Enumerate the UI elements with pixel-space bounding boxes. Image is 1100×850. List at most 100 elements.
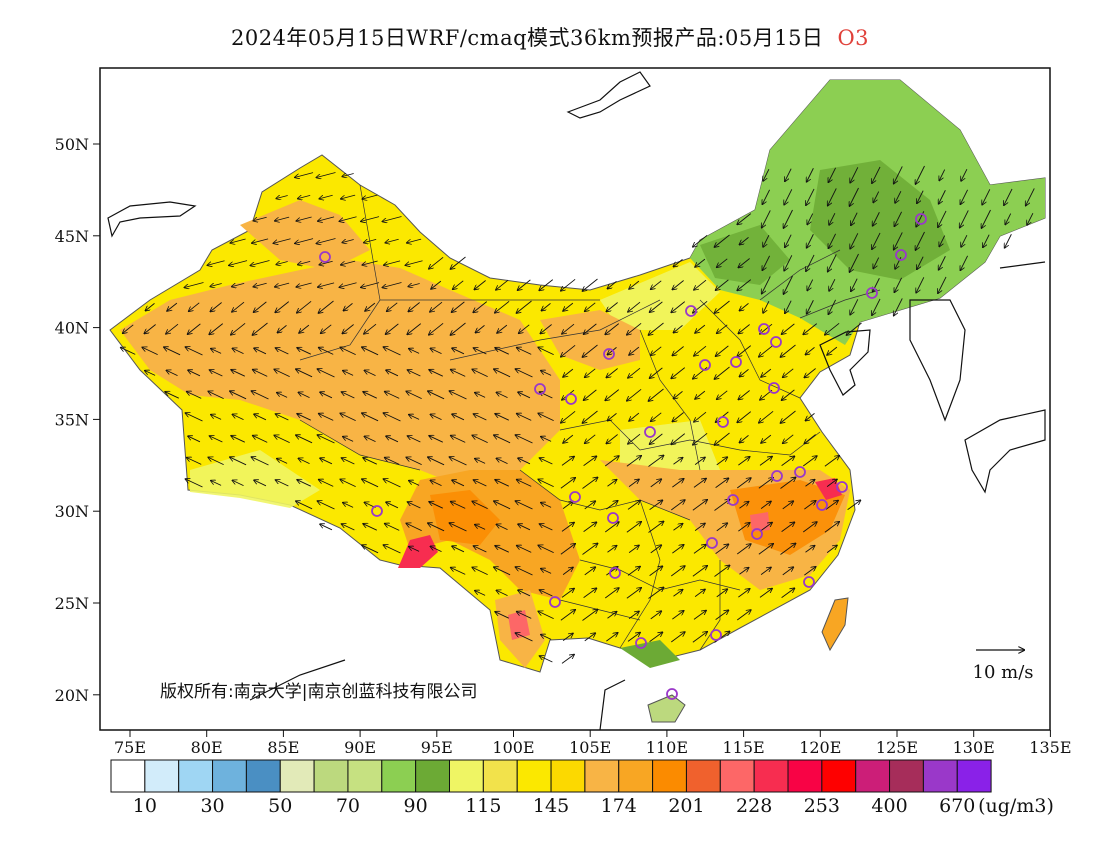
lon-tick-label: 130E xyxy=(953,738,995,757)
wind-vector xyxy=(672,412,684,422)
wind-vector xyxy=(738,390,750,400)
wind-vector xyxy=(782,567,794,576)
wind-vector xyxy=(851,212,858,226)
wind-vector xyxy=(648,522,664,533)
colorbar-swatch xyxy=(821,759,857,793)
station-marker xyxy=(685,305,697,317)
station-marker xyxy=(771,470,783,482)
wind-vector xyxy=(628,545,639,553)
wind-vector xyxy=(563,434,574,443)
wind-vector xyxy=(650,433,663,444)
wind-vector xyxy=(673,524,683,531)
station-marker xyxy=(751,528,763,540)
wind-vector xyxy=(295,238,314,244)
colorbar-swatch xyxy=(178,759,214,793)
wind-vector xyxy=(825,501,838,510)
wind-vector xyxy=(540,656,553,663)
colorbar-swatch xyxy=(245,759,281,793)
wind-vector xyxy=(231,436,245,443)
colorbar-swatch xyxy=(212,759,247,793)
wind-vector xyxy=(784,189,793,204)
wind-vector xyxy=(472,369,488,378)
wind-vector xyxy=(474,280,486,290)
wind-vector xyxy=(364,436,376,443)
wind-vector xyxy=(296,369,313,378)
wind-vector xyxy=(694,457,705,465)
red-patch xyxy=(398,535,438,568)
wind-vector xyxy=(693,479,706,488)
lon-tick-label: 110E xyxy=(646,738,688,757)
wind-vector xyxy=(474,480,487,487)
taiwan-island xyxy=(821,597,849,652)
wind-vector xyxy=(694,589,705,597)
wind-vector xyxy=(828,233,837,248)
wind-vector xyxy=(627,567,640,576)
wind-vector xyxy=(496,590,508,597)
wind-vector xyxy=(960,210,969,227)
colorbar-swatch xyxy=(144,759,180,793)
wind-vector xyxy=(253,216,267,221)
wind-vector xyxy=(273,238,291,244)
wind-vector xyxy=(384,347,401,356)
wind-vector xyxy=(409,547,420,552)
wind-vector xyxy=(188,436,201,443)
wind-vector xyxy=(362,479,379,488)
wind-vector xyxy=(362,347,379,356)
wind-vector xyxy=(873,257,880,269)
wind-vector xyxy=(277,459,288,464)
wind-vector xyxy=(716,279,729,290)
wind-vector xyxy=(826,545,837,553)
wind-vector xyxy=(211,415,222,420)
wind-vector xyxy=(785,234,792,248)
station-marker xyxy=(758,323,770,335)
colorbar-unit: (ug/m3) xyxy=(978,795,1054,817)
wind-vector xyxy=(694,411,707,422)
wind-vector xyxy=(606,434,618,444)
wind-vector xyxy=(497,324,508,333)
wind-vector xyxy=(428,457,445,466)
wind-vector xyxy=(802,456,817,467)
wind-vector xyxy=(693,432,708,444)
wind-vector xyxy=(538,347,554,356)
wind-vector xyxy=(541,635,552,640)
wind-vector xyxy=(674,259,683,266)
colorbar-label: 228 xyxy=(736,795,772,817)
wind-vector xyxy=(714,500,730,511)
wind-vector xyxy=(472,567,488,576)
colorbar-label: 174 xyxy=(601,795,637,817)
wind-field xyxy=(121,165,1035,664)
wind-vector xyxy=(939,169,946,181)
wind-vector xyxy=(276,480,289,487)
dark-green-patch xyxy=(620,640,680,668)
colorbar-swatch xyxy=(584,759,620,793)
wind-vector xyxy=(758,544,773,555)
wind-vector xyxy=(516,633,533,642)
wind-vector xyxy=(450,391,467,400)
wind-vector xyxy=(517,414,532,421)
wind-vector xyxy=(430,301,443,312)
wind-vector xyxy=(298,392,310,399)
wind-vector xyxy=(894,211,903,226)
lat-tick-label: 20N xyxy=(55,686,89,705)
wind-vector xyxy=(671,367,686,379)
wind-vector xyxy=(894,232,903,249)
wind-vector xyxy=(186,347,203,356)
wind-vector xyxy=(274,435,290,444)
wind-vector xyxy=(409,481,420,486)
wind-vector xyxy=(538,611,554,620)
wind-vector xyxy=(475,393,486,398)
wind-vector xyxy=(408,436,421,443)
colorbar-label: 10 xyxy=(133,795,157,817)
copyright-text: 版权所有:南京大学|南京创蓝科技有限公司 xyxy=(160,682,477,702)
wind-vector xyxy=(738,589,749,598)
wind-vector xyxy=(628,367,641,378)
wind-vector xyxy=(694,345,707,356)
wind-vector xyxy=(495,480,509,487)
wind-vector xyxy=(807,213,814,225)
wind-vector xyxy=(561,344,576,356)
wind-vector xyxy=(344,303,353,310)
wind-vector xyxy=(651,346,662,355)
wind-vector xyxy=(252,391,269,400)
wind-vector xyxy=(209,323,224,335)
wind-vector xyxy=(296,216,312,221)
